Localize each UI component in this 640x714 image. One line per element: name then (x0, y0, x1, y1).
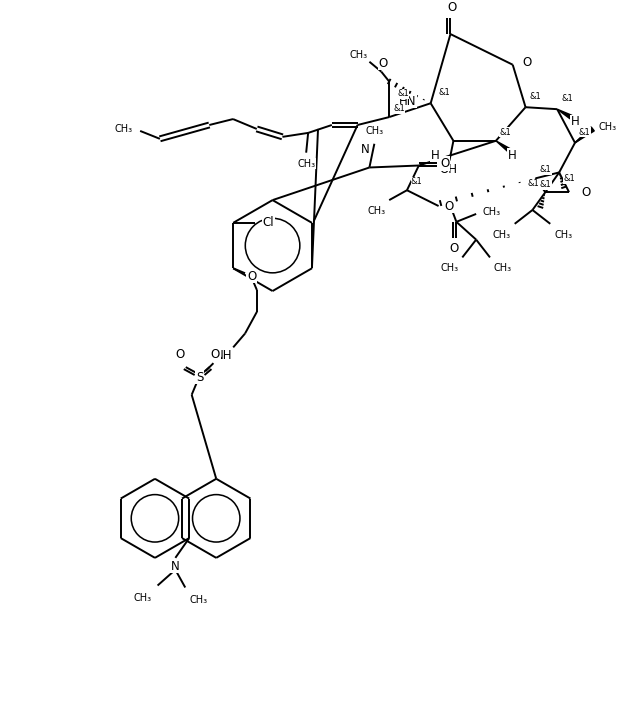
Text: N: N (361, 143, 370, 156)
Text: &1: &1 (529, 92, 541, 101)
Text: O: O (379, 56, 388, 70)
Text: CH₃: CH₃ (134, 593, 152, 603)
Text: &1: &1 (540, 166, 551, 174)
Text: &1: &1 (540, 181, 551, 189)
Text: HN: HN (399, 95, 417, 108)
Text: H: H (571, 115, 580, 128)
Text: CH₃: CH₃ (365, 126, 383, 136)
Text: CH₃: CH₃ (114, 124, 132, 134)
Text: NH: NH (214, 348, 232, 362)
Text: CH₃: CH₃ (482, 207, 500, 217)
Text: O: O (211, 348, 220, 361)
Text: O: O (448, 1, 457, 14)
Text: CH₃: CH₃ (493, 230, 511, 240)
Text: CH₃: CH₃ (189, 595, 207, 605)
Text: &1: &1 (540, 181, 551, 189)
Text: &1: &1 (561, 94, 573, 104)
Text: &1: &1 (393, 104, 405, 113)
Text: Cl: Cl (263, 216, 275, 229)
Text: H: H (508, 149, 516, 161)
Text: &1: &1 (397, 89, 409, 99)
Text: O: O (581, 186, 590, 198)
Text: OH: OH (440, 163, 458, 176)
Text: &1: &1 (579, 128, 591, 137)
Text: S: S (196, 371, 204, 383)
Text: O: O (247, 270, 256, 283)
Text: CH₃: CH₃ (440, 263, 458, 273)
Text: O: O (450, 241, 459, 255)
Text: O: O (523, 56, 532, 69)
Text: CH₃: CH₃ (297, 159, 316, 169)
Text: CH₃: CH₃ (367, 206, 385, 216)
Text: O: O (175, 348, 184, 361)
Text: &1: &1 (563, 174, 575, 183)
Text: CH₃: CH₃ (494, 263, 512, 273)
Text: &1: &1 (500, 128, 511, 137)
Text: &1: &1 (411, 177, 422, 186)
Text: CH₃: CH₃ (554, 230, 572, 240)
Text: N: N (171, 560, 180, 573)
Text: CH₃: CH₃ (349, 50, 367, 60)
Polygon shape (496, 141, 511, 152)
Text: CH₃: CH₃ (598, 122, 617, 132)
Text: O: O (440, 157, 450, 170)
Polygon shape (557, 109, 572, 119)
Polygon shape (575, 127, 595, 143)
Text: &1: &1 (527, 179, 540, 188)
Text: &1: &1 (438, 89, 451, 97)
Text: H: H (431, 149, 440, 161)
Text: O: O (445, 199, 454, 213)
